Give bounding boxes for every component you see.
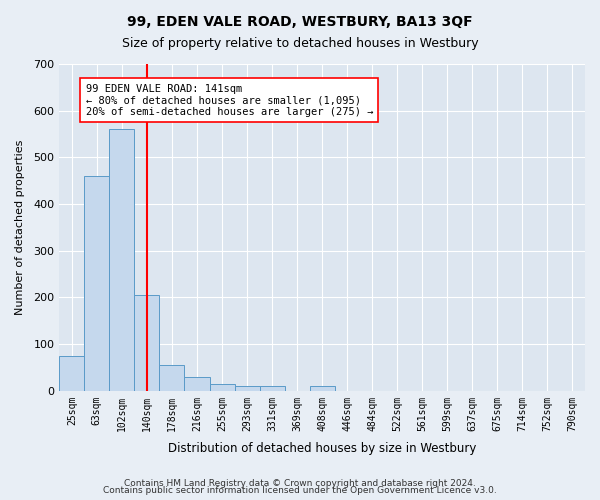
- Bar: [109, 130, 134, 391]
- Bar: [260, 386, 284, 391]
- Bar: [184, 377, 209, 391]
- Bar: [310, 386, 335, 391]
- Bar: [235, 386, 260, 391]
- Text: Size of property relative to detached houses in Westbury: Size of property relative to detached ho…: [122, 38, 478, 51]
- Text: 99 EDEN VALE ROAD: 141sqm
← 80% of detached houses are smaller (1,095)
20% of se: 99 EDEN VALE ROAD: 141sqm ← 80% of detac…: [86, 84, 373, 117]
- Y-axis label: Number of detached properties: Number of detached properties: [15, 140, 25, 315]
- Bar: [209, 384, 235, 391]
- Bar: [85, 176, 109, 391]
- Text: 99, EDEN VALE ROAD, WESTBURY, BA13 3QF: 99, EDEN VALE ROAD, WESTBURY, BA13 3QF: [127, 15, 473, 29]
- X-axis label: Distribution of detached houses by size in Westbury: Distribution of detached houses by size …: [168, 442, 476, 455]
- Bar: [134, 295, 160, 391]
- Text: Contains HM Land Registry data © Crown copyright and database right 2024.: Contains HM Land Registry data © Crown c…: [124, 478, 476, 488]
- Text: Contains public sector information licensed under the Open Government Licence v3: Contains public sector information licen…: [103, 486, 497, 495]
- Bar: [160, 365, 184, 391]
- Bar: [59, 356, 85, 391]
